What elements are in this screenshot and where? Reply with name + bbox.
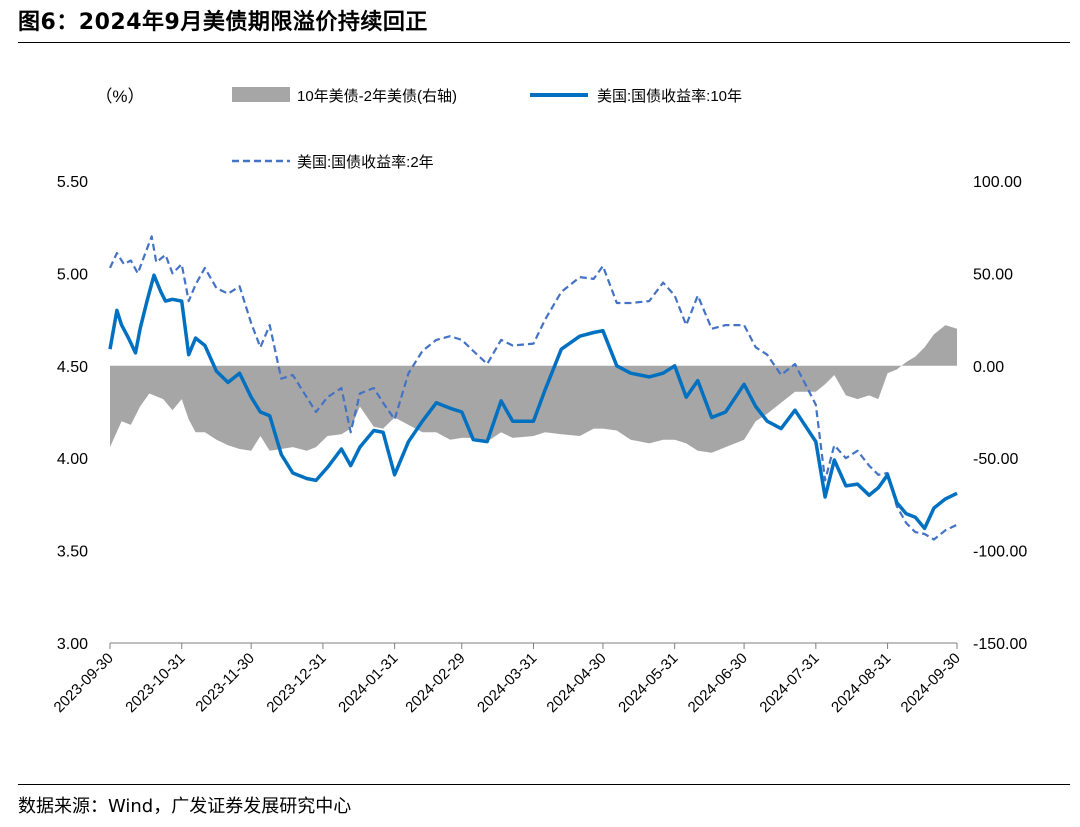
x-axis-tick-label: 2024-05-31 [615,650,681,716]
right-axis-tick-label: 0.00 [973,359,1004,376]
left-axis-unit-label: （%） [95,87,144,106]
x-axis-tick-label: 2023-12-31 [263,650,329,716]
x-axis-tick-label: 2024-02-29 [402,650,468,716]
source-note: 数据来源：Wind，广发证券发展研究中心 [18,796,352,817]
legend-label-y10: 美国:国债收益率:10年 [597,88,742,105]
x-axis-tick-label: 2023-11-30 [192,650,257,715]
left-axis-tick-label: 3.00 [57,636,88,653]
x-axis-tick-label: 2024-06-30 [685,650,751,716]
right-axis-tick-label: 50.00 [973,266,1013,283]
left-axis-tick-label: 4.50 [57,359,88,376]
top-rule [18,42,1070,43]
right-axis-tick-label: -100.00 [973,544,1027,561]
plot-area [108,235,958,541]
right-axis-tick-label: 100.00 [973,174,1022,191]
yield-chart: （%） 10年美债-2年美债(右轴) 美国:国债收益率:10年 美国:国债收益率… [51,87,1027,716]
left-axis-tick-label: 4.00 [57,451,88,468]
right-axis-ticks: 100.00 50.00 0.00 -50.00 -100.00 -150.00 [973,174,1027,653]
series-line-2y [109,235,958,541]
spread-area [110,325,957,453]
bottom-rule [18,784,1070,785]
left-axis-tick-label: 5.00 [57,266,88,283]
x-axis-tick-label: 2024-09-30 [898,650,964,716]
legend-swatch-spread [232,87,290,102]
x-axis: 2023-09-30 2023-10-31 2023-11-30 2023-12-31… [51,642,964,716]
x-axis-tick-label: 2023-09-30 [51,650,117,716]
left-axis-tick-label: 3.50 [57,544,88,561]
legend-label-y2: 美国:国债收益率:2年 [297,154,434,171]
x-axis-tick-label: 2024-07-31 [756,650,822,716]
right-axis-tick-label: -50.00 [973,451,1018,468]
legend: 10年美债-2年美债(右轴) 美国:国债收益率:10年 美国:国债收益率:2年 [232,87,742,171]
series-line-10y [108,273,958,531]
right-axis-tick-label: -150.00 [973,636,1027,653]
left-axis-tick-label: 5.50 [57,174,88,191]
figure-title: 图6：2024年9月美债期限溢价持续回正 [18,10,428,35]
x-axis-tick-label: 2023-10-31 [122,650,188,716]
legend-label-spread: 10年美债-2年美债(右轴) [297,88,457,105]
x-axis-tick-label: 2024-04-30 [543,650,609,716]
x-axis-tick-label: 2024-03-31 [474,650,540,716]
x-axis-tick-label: 2024-01-31 [335,650,401,716]
x-axis-tick-label: 2024-08-31 [828,650,894,716]
left-axis-ticks: 5.50 5.00 4.50 4.00 3.50 3.00 [57,174,88,653]
